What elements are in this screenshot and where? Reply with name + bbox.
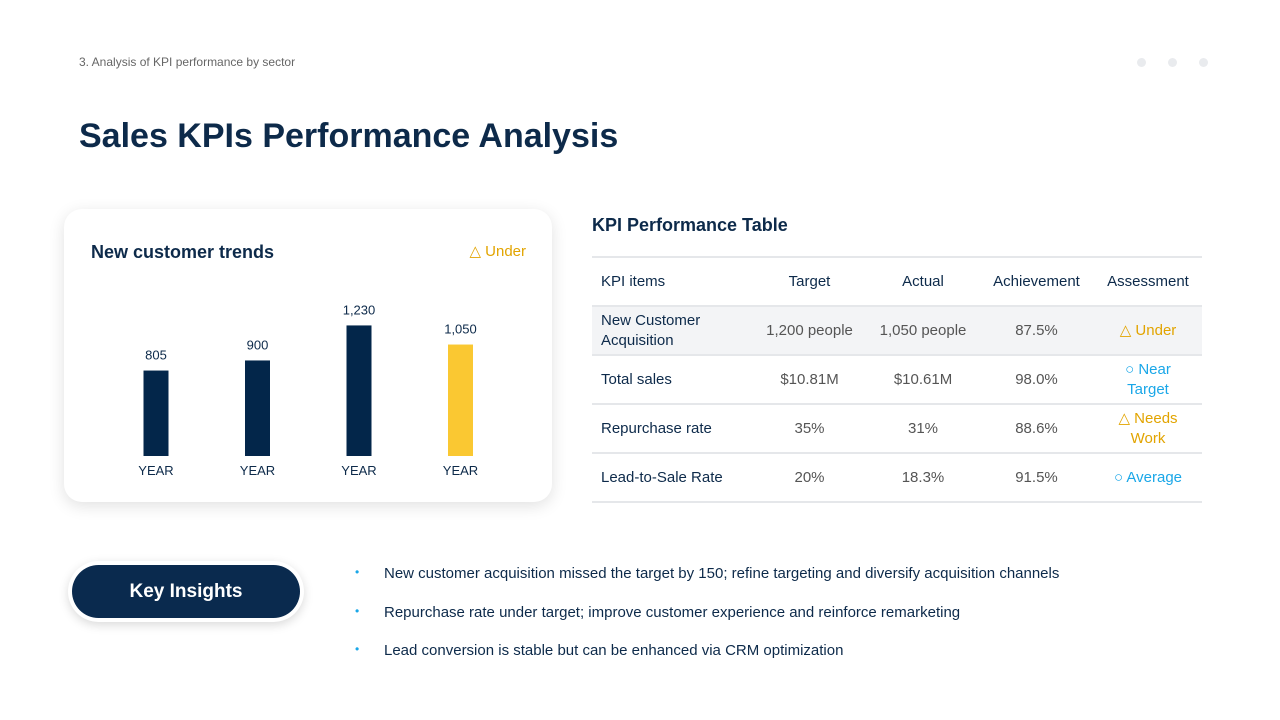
cell: 20%: [752, 452, 867, 503]
bullet-icon: •: [355, 565, 360, 579]
chart-card: 805 YEAR 900 YEAR 1,230 YEAR 1,050 YEAR New cus…: [64, 209, 552, 502]
dot: [1199, 58, 1208, 67]
cell: Lead-to-Sale Rate: [592, 452, 752, 503]
table-row: Total sales $10.81M $10.61M 98.0% ○ Near Tar…: [592, 354, 1202, 404]
x-tick-label: YEAR: [138, 463, 173, 478]
key-insights-button[interactable]: Key Insights: [68, 561, 304, 622]
cell: Repurchase rate: [592, 403, 752, 453]
x-tick-label: YEAR: [443, 463, 478, 478]
list-item: • Lead conversion is stable but can be en…: [355, 642, 1059, 681]
assessment-cell: △ Needs Work: [1094, 403, 1202, 453]
data-label: 900: [247, 337, 269, 352]
bullet-icon: •: [355, 603, 360, 618]
x-tick-label: YEAR: [341, 463, 376, 478]
breadcrumb: 3. Analysis of KPI performance by sector: [79, 55, 296, 69]
bar-chart: 805 YEAR 900 YEAR 1,230 YEAR 1,050 YEAR: [138, 302, 478, 478]
cell: $10.61M: [867, 354, 979, 404]
cell: 88.6%: [979, 403, 1094, 453]
bar: [143, 370, 169, 456]
insight-text: New customer acquisition missed the targ…: [384, 565, 1060, 582]
table-header-row: KPI items Target Actual Achievement Asse…: [592, 257, 1202, 306]
data-label: 1,230: [343, 302, 376, 317]
assessment-cell: ○ Near Target: [1094, 354, 1202, 404]
cell: Total sales: [592, 354, 752, 404]
header-cell: KPI items: [601, 273, 666, 290]
cell: New Customer Acquisition: [592, 305, 752, 355]
bar: [245, 360, 270, 456]
under-badge: △ Under: [469, 243, 526, 260]
table-row: Lead-to-Sale Rate 20% 18.3% 91.5% ○ Average: [592, 452, 1202, 503]
cell: 18.3%: [867, 452, 979, 503]
cell: 35%: [752, 403, 867, 453]
header-cell: Assessment: [1107, 273, 1189, 290]
data-label: 805: [145, 348, 167, 363]
cell: 31%: [867, 403, 979, 453]
page-title: Sales KPIs Performance Analysis: [79, 117, 619, 155]
cell: 98.0%: [979, 354, 1094, 404]
assessment-cell: △ Under: [1094, 305, 1202, 355]
insights-list: • New customer acquisition missed the tar…: [355, 565, 1059, 681]
insight-text: Lead conversion is stable but can be enh…: [384, 642, 844, 659]
dot: [1168, 58, 1177, 67]
data-label: 1,050: [444, 322, 477, 337]
table-title: KPI Performance Table: [592, 215, 788, 235]
cell: 1,050 people: [867, 305, 979, 355]
chart-title: New customer trends: [91, 242, 275, 262]
kpi-table: KPI items Target Actual Achievement Asse…: [592, 256, 1202, 503]
assessment-cell: ○ Average: [1094, 452, 1202, 503]
key-insights-label: Key Insights: [72, 565, 300, 618]
bar: [346, 325, 372, 456]
cell: $10.81M: [752, 354, 867, 404]
list-item: • New customer acquisition missed the tar…: [355, 565, 1059, 604]
cell: 91.5%: [979, 452, 1094, 503]
bullet-icon: •: [355, 642, 360, 656]
table-row: Repurchase rate 35% 31% 88.6% △ Needs Work: [592, 403, 1202, 453]
bar: [448, 344, 473, 456]
header-cell: Target: [788, 273, 831, 290]
x-tick-label: YEAR: [240, 463, 275, 478]
cell: 1,200 people: [752, 305, 867, 355]
list-item: • Repurchase rate under target; improve c…: [355, 604, 1059, 643]
dot: [1137, 58, 1146, 67]
table-row: New Customer Acquisition 1,200 people 1,05…: [592, 305, 1202, 355]
pagination-dots: [1137, 58, 1208, 67]
insight-text: Repurchase rate under target; improve cu…: [384, 603, 961, 621]
header-cell: Achievement: [993, 273, 1080, 290]
header-cell: Actual: [902, 273, 944, 290]
cell: 87.5%: [979, 305, 1094, 355]
